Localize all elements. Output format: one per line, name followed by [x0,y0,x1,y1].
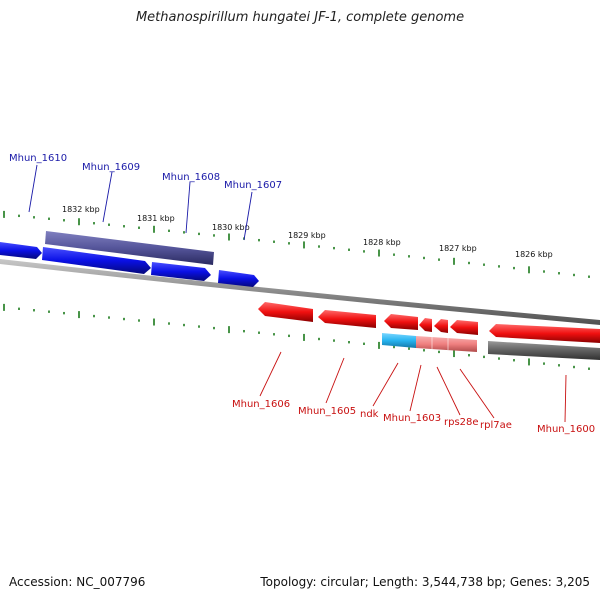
gene-label[interactable]: Mhun_1607 [224,180,282,191]
forward-cds-arrow[interactable] [42,247,151,274]
gene-label[interactable]: Mhun_1609 [82,162,140,173]
accession-text: Accession: NC_007796 [9,575,146,589]
gene-label[interactable]: Mhun_1600 [537,424,595,435]
gene-label[interactable]: Mhun_1610 [9,153,67,164]
kbp-label: 1832 kbp [62,205,100,214]
kbp-labels: 1832 kbp 1831 kbp 1830 kbp 1829 kbp 1828… [62,205,553,259]
reverse-cds-arrow[interactable] [384,314,418,330]
reverse-cds-arrow[interactable] [434,319,448,333]
map-title: Methanospirillum hungatei JF-1, complete… [135,10,465,25]
outer-tick-ring [3,210,590,278]
gene-label[interactable]: Mhun_1605 [298,406,356,417]
gene-label[interactable]: Mhun_1606 [232,399,290,410]
gene-label[interactable]: Mhun_1603 [383,413,441,424]
reverse-cds-arrow[interactable] [318,310,376,328]
reverse-cds-arrow[interactable] [258,302,313,322]
kbp-label: 1828 kbp [363,238,401,247]
reverse-cds-arrow[interactable] [450,320,478,335]
gene-label[interactable]: ndk [360,409,379,420]
genome-summary-text: Topology: circular; Length: 3,544,738 bp… [260,575,590,589]
forward-cds-arrow[interactable] [0,242,42,259]
forward-gene-labels: Mhun_1610 Mhun_1609 Mhun_1608 Mhun_1607 [9,153,282,241]
backbone-strand [0,259,600,325]
kbp-label: 1826 kbp [515,250,553,259]
rna-feature-pink[interactable] [416,336,477,352]
reverse-gene-feature[interactable] [488,341,600,360]
reverse-gene-labels: Mhun_1606 Mhun_1605 ndk Mhun_1603 rps28e… [232,351,595,435]
gene-label[interactable]: rpl7ae [480,420,512,431]
forward-gene-feature[interactable] [45,231,214,265]
gene-label[interactable]: Mhun_1608 [162,172,220,183]
kbp-label: 1827 kbp [439,244,477,253]
kbp-label: 1831 kbp [137,214,175,223]
rna-feature-light[interactable] [382,333,416,348]
inner-tick-ring [3,303,590,370]
gene-label[interactable]: rps28e [444,417,479,428]
reverse-cds-arrow[interactable] [419,318,432,332]
forward-cds-arrow[interactable] [151,262,211,281]
forward-cds-arrow[interactable] [218,270,259,287]
reverse-cds-arrow[interactable] [489,324,600,343]
kbp-label: 1830 kbp [212,223,250,232]
kbp-label: 1829 kbp [288,231,326,240]
